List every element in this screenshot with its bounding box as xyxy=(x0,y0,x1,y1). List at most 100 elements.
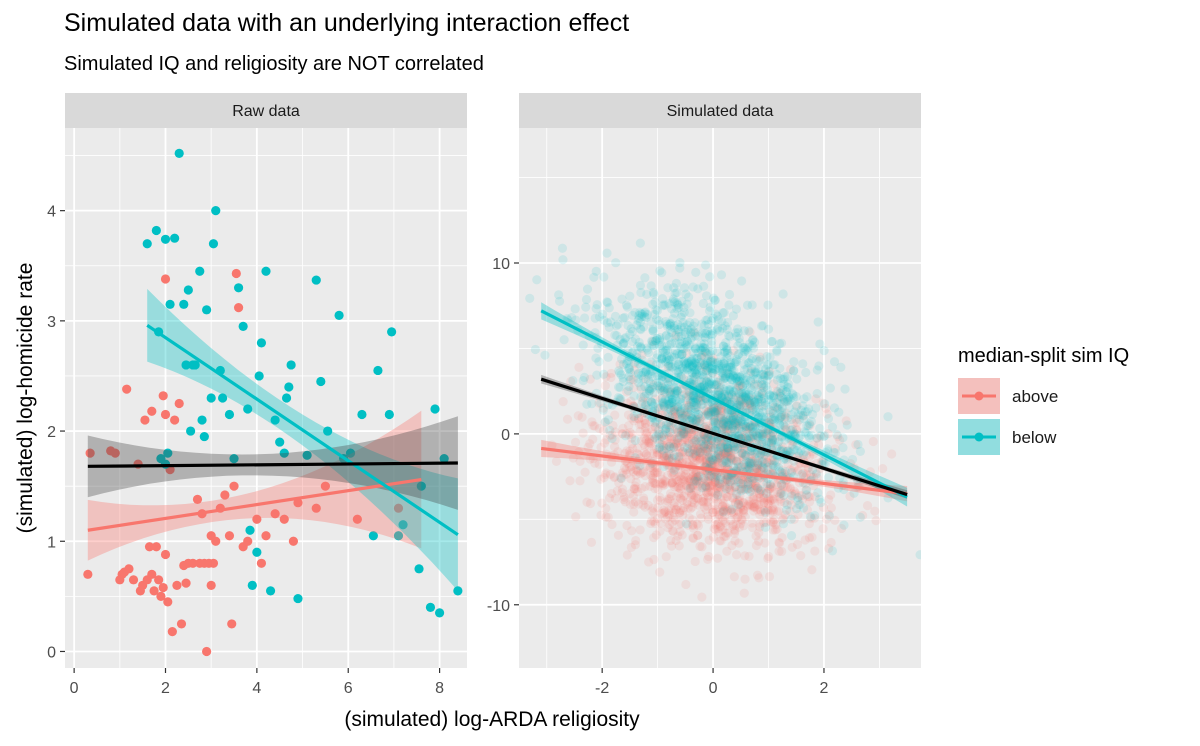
data-point-below xyxy=(718,507,729,517)
data-point-below xyxy=(620,334,630,344)
data-point-above xyxy=(738,477,748,487)
data-point-above xyxy=(671,492,682,502)
data-point-above xyxy=(791,424,802,434)
data-point-above xyxy=(625,499,635,509)
data-point-below xyxy=(695,447,705,458)
data-point-above xyxy=(733,441,743,451)
data-point-above xyxy=(664,519,675,530)
data-point-above xyxy=(728,520,738,530)
data-point-above xyxy=(717,437,727,447)
data-point-below xyxy=(594,357,604,367)
data-point-above xyxy=(760,508,771,518)
data-point-above xyxy=(643,500,653,510)
data-point-above xyxy=(715,522,725,532)
data-point-above xyxy=(709,500,719,511)
data-point-above xyxy=(690,556,700,567)
data-point-below xyxy=(751,368,761,378)
data-point-below xyxy=(798,359,808,369)
data-point-above xyxy=(677,391,687,401)
data-point-above xyxy=(628,491,638,501)
data-point-above xyxy=(654,429,665,439)
data-point-above xyxy=(792,417,802,428)
data-point-above xyxy=(629,484,639,494)
data-point-above xyxy=(779,469,789,479)
data-point-above xyxy=(702,469,712,479)
data-point-above xyxy=(156,591,166,601)
data-point-above xyxy=(764,496,775,506)
data-point-above xyxy=(711,479,721,490)
data-point-above xyxy=(781,425,791,435)
data-point-above xyxy=(752,570,763,580)
data-point-above xyxy=(749,498,759,509)
panel-background-simulated-data xyxy=(519,128,921,668)
data-point-above xyxy=(749,492,759,502)
data-point-above xyxy=(609,472,619,483)
data-point-above xyxy=(669,508,679,518)
data-point-above xyxy=(731,456,742,467)
data-point-above xyxy=(768,505,779,515)
data-point-above xyxy=(742,460,752,470)
data-point-above xyxy=(719,511,730,521)
data-point-above xyxy=(679,472,689,482)
data-point-below xyxy=(233,283,244,293)
data-point-above xyxy=(671,452,681,462)
data-point-above xyxy=(675,493,685,503)
data-point-above xyxy=(687,427,697,437)
data-point-above xyxy=(708,532,719,542)
x-tick-label: 0 xyxy=(70,680,79,697)
data-point-above xyxy=(772,457,782,467)
data-point-below xyxy=(727,374,737,385)
data-point-above xyxy=(739,521,749,531)
data-point-above xyxy=(629,365,639,375)
data-point-above xyxy=(686,490,697,500)
data-point-above xyxy=(655,495,665,506)
data-point-above xyxy=(748,494,758,504)
data-point-above xyxy=(664,494,675,504)
data-point-above xyxy=(701,365,712,376)
data-point-above xyxy=(675,505,685,515)
data-point-above xyxy=(728,508,739,518)
data-point-above xyxy=(722,449,732,459)
data-point-above xyxy=(744,422,754,432)
y-tick-label: 1 xyxy=(47,534,56,551)
data-point-above xyxy=(655,434,665,445)
data-point-above xyxy=(690,452,701,462)
data-point-above xyxy=(726,507,737,518)
data-point-above xyxy=(729,524,739,535)
data-point-above xyxy=(708,507,718,518)
data-point-below xyxy=(434,608,445,618)
data-point-above xyxy=(596,474,606,484)
data-point-below xyxy=(836,362,846,372)
data-point-above xyxy=(707,434,718,444)
data-point-above xyxy=(660,506,671,517)
data-point-below xyxy=(254,371,264,381)
data-point-below xyxy=(724,457,734,468)
data-point-above xyxy=(110,448,120,458)
data-point-above xyxy=(698,493,708,503)
data-point-above xyxy=(682,425,692,435)
data-point-above xyxy=(680,469,691,479)
data-point-above xyxy=(653,404,663,414)
data-point-above xyxy=(709,404,719,414)
data-point-below xyxy=(801,367,811,378)
data-point-above xyxy=(807,532,817,542)
data-point-above xyxy=(653,503,663,513)
data-point-above xyxy=(687,515,698,525)
data-point-below xyxy=(744,358,754,368)
data-point-above xyxy=(352,514,362,524)
data-point-above xyxy=(689,490,699,500)
data-point-below xyxy=(685,483,695,494)
data-point-above xyxy=(689,451,700,461)
data-point-above xyxy=(734,495,745,505)
data-point-above xyxy=(648,448,659,458)
data-point-above xyxy=(691,472,702,482)
data-point-above xyxy=(742,484,752,495)
data-point-above xyxy=(600,417,610,428)
chart-title: Simulated data with an underlying intera… xyxy=(64,9,629,37)
data-point-below xyxy=(648,299,658,309)
data-point-above xyxy=(666,535,676,546)
data-point-above xyxy=(773,403,783,413)
data-point-above xyxy=(640,481,650,492)
data-point-above xyxy=(689,430,699,440)
